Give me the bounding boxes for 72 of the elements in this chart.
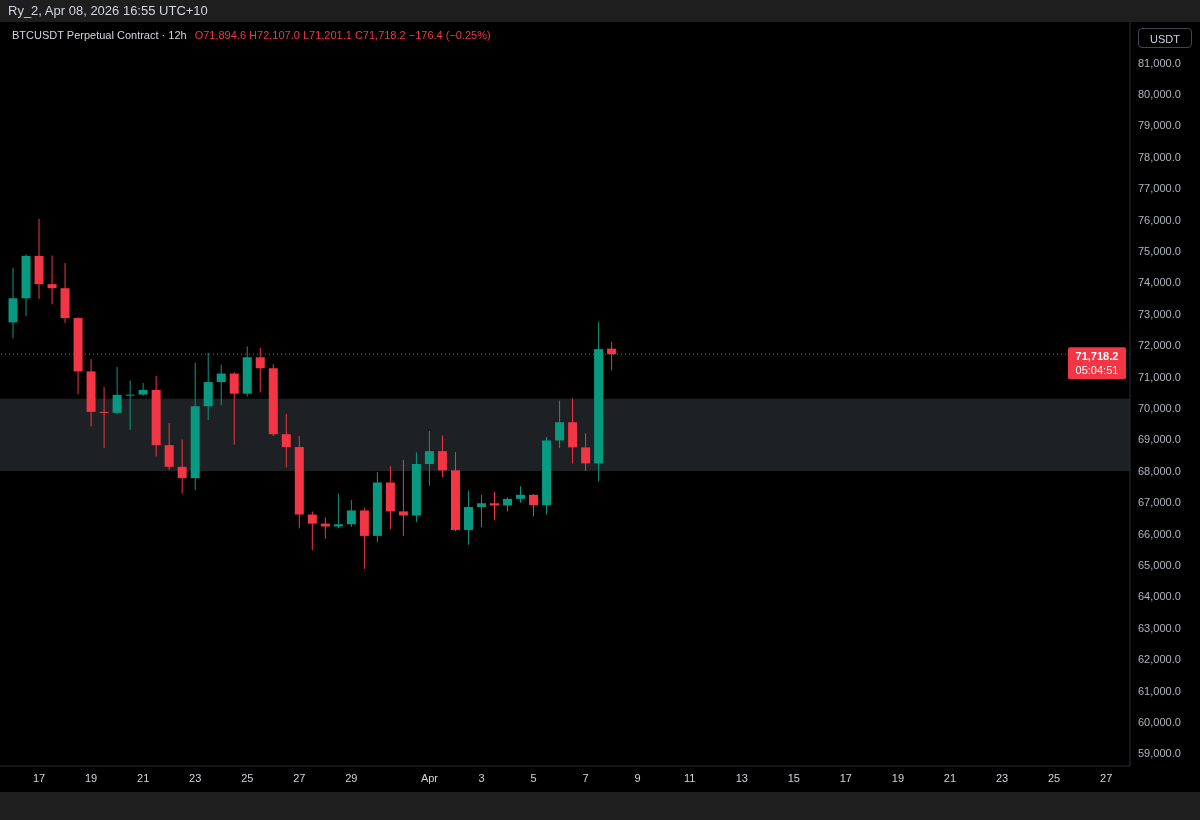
x-tick-label: 21 bbox=[137, 771, 150, 784]
candlestick bbox=[125, 380, 135, 431]
candlestick bbox=[490, 491, 499, 521]
candlestick bbox=[437, 434, 447, 478]
x-tick-label: 21 bbox=[943, 771, 957, 784]
x-tick-label: 23 bbox=[995, 771, 1009, 784]
y-tick-label: 69,000.0 bbox=[1138, 433, 1181, 446]
y-tick-label: 60,000.0 bbox=[1138, 715, 1181, 728]
y-tick-label: 79,000.0 bbox=[1138, 119, 1181, 132]
x-tick-label: 27 bbox=[1100, 771, 1113, 784]
candlestick bbox=[177, 439, 187, 495]
candlestick bbox=[529, 493, 539, 517]
ref-line-label: 71,718.2 bbox=[1075, 350, 1119, 363]
x-tick-label: 9 bbox=[634, 771, 641, 784]
candlestick bbox=[99, 386, 109, 449]
candlestick bbox=[346, 499, 356, 528]
x-tick-label: 25 bbox=[241, 771, 254, 784]
candlestick bbox=[333, 493, 343, 529]
candlestick bbox=[555, 400, 565, 449]
x-tick-label: 25 bbox=[1047, 771, 1061, 784]
x-tick-label: 13 bbox=[735, 771, 748, 784]
y-tick-label: 67,000.0 bbox=[1138, 496, 1181, 509]
annotation: 05:04:51 bbox=[1075, 364, 1119, 377]
candlestick bbox=[47, 255, 57, 305]
y-tick-label: 74,000.0 bbox=[1138, 276, 1181, 289]
candlestick bbox=[112, 366, 122, 415]
x-tick-label: 19 bbox=[84, 771, 98, 784]
text: BTCUSDT Perpetual Contract · 12h bbox=[12, 29, 187, 41]
x-tick-label: 3 bbox=[478, 771, 485, 784]
candlestick bbox=[138, 382, 148, 397]
x-tick-label: 17 bbox=[839, 771, 852, 784]
x-tick-label: 11 bbox=[684, 771, 696, 784]
candlestick bbox=[398, 459, 408, 537]
x-tick-label: Apr bbox=[420, 771, 439, 784]
y-tick-label: 76,000.0 bbox=[1138, 213, 1181, 226]
candlestick bbox=[476, 494, 486, 528]
candlestick bbox=[307, 510, 317, 551]
candlestick bbox=[164, 422, 174, 471]
y-tick-label: 81,000.0 bbox=[1138, 56, 1181, 69]
y-tick-label: 63,000.0 bbox=[1138, 621, 1181, 634]
x-tick-label: 19 bbox=[891, 771, 905, 784]
y-tick-label: 59,000.0 bbox=[1138, 747, 1181, 760]
y-tick-label: 64,000.0 bbox=[1138, 590, 1181, 603]
y-tick-label: 77,000.0 bbox=[1138, 182, 1181, 195]
text: O71,894.6 H72,107.0 L71,201.1 C71,718.2 −176.4 (−0.25%) bbox=[194, 29, 491, 41]
y-tick-label: 70,000.0 bbox=[1138, 402, 1181, 415]
y-tick-label: 71,000.0 bbox=[1138, 370, 1181, 383]
candlestick bbox=[581, 432, 591, 472]
candlestick bbox=[424, 430, 434, 487]
x-tick-label: 7 bbox=[582, 771, 589, 784]
candlestick bbox=[229, 371, 239, 446]
y-tick-label: 73,000.0 bbox=[1138, 307, 1181, 320]
y-tick-label: 62,000.0 bbox=[1138, 653, 1181, 666]
y-tick-label: 72,000.0 bbox=[1138, 339, 1181, 352]
x-tick-label: 5 bbox=[530, 771, 537, 784]
x-tick-label: 17 bbox=[32, 771, 46, 784]
x-tick-label: 29 bbox=[345, 771, 358, 784]
y-tick-label: 75,000.0 bbox=[1138, 245, 1181, 258]
candlestick bbox=[463, 490, 473, 546]
y-tick-label: 61,000.0 bbox=[1138, 684, 1181, 697]
y-tick-label: 78,000.0 bbox=[1138, 150, 1181, 163]
y-axis-title: USDT bbox=[1138, 28, 1192, 48]
candlestick bbox=[216, 364, 226, 406]
y-tick-label: 68,000.0 bbox=[1138, 464, 1181, 477]
y-tick-label: 66,000.0 bbox=[1138, 527, 1181, 540]
x-tick-label: 15 bbox=[787, 771, 800, 784]
x-tick-label: 23 bbox=[189, 771, 202, 784]
y-tick-label: 65,000.0 bbox=[1138, 558, 1181, 571]
text: Ry_2, Apr 08, 2026 16:55 UTC+10 bbox=[7, 2, 209, 20]
y-tick-label: 80,000.0 bbox=[1138, 88, 1181, 101]
candlestick bbox=[281, 413, 291, 468]
x-tick-label: 27 bbox=[293, 771, 306, 784]
